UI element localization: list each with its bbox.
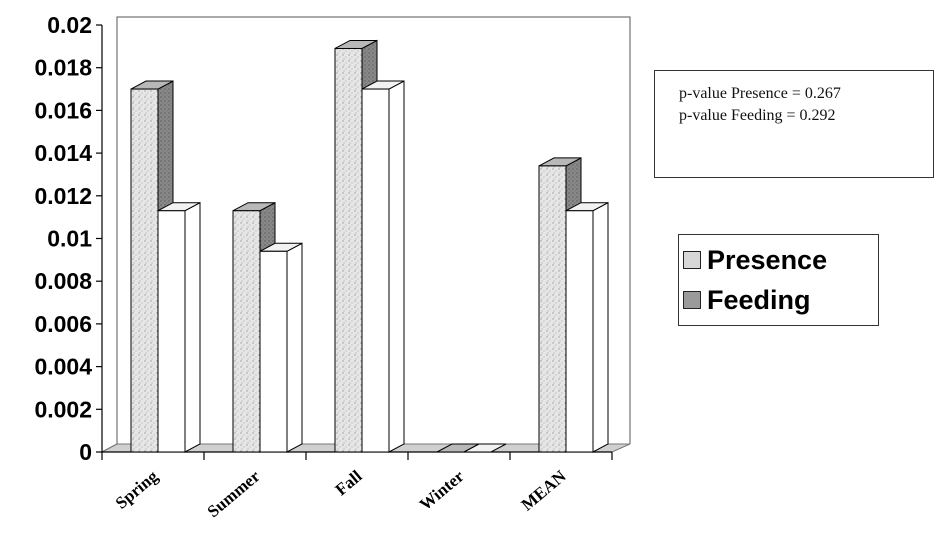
legend: Presence Feeding	[678, 234, 879, 326]
x-category-label: Summer	[204, 466, 264, 521]
y-tick-label: 0.006	[34, 311, 92, 337]
y-tick-label: 0.014	[34, 140, 92, 166]
legend-label-presence: Presence	[707, 244, 828, 275]
p-value-presence: p-value Presence = 0.267	[679, 85, 841, 102]
bar-feeding-winter	[463, 443, 507, 453]
y-tick-label: 0.002	[34, 396, 92, 422]
bar-feeding-fall	[361, 80, 405, 453]
p-value-feeding: p-value Feeding = 0.292	[679, 107, 836, 124]
bars	[130, 39, 609, 453]
legend-swatch-feeding	[683, 291, 701, 309]
legend-item-feeding: Feeding	[683, 280, 878, 320]
y-tick-label: 0.016	[34, 97, 92, 123]
y-tick-label: 0.01	[47, 226, 92, 252]
bar-feeding-spring	[157, 201, 201, 453]
y-tick-label: 0.018	[34, 55, 92, 81]
y-axis: 0 0.002 0.004 0.006 0.008 0.01 0.012 0.014 0.016…	[34, 12, 103, 465]
x-category-label: Winter	[416, 466, 468, 514]
y-tick-label: 0.004	[34, 354, 92, 380]
x-axis: Spring Summer Fall Winter MEAN	[101, 451, 613, 521]
y-tick-label: 0.012	[34, 183, 92, 209]
legend-item-presence: Presence	[683, 240, 878, 280]
bar-feeding-mean	[565, 201, 609, 453]
stats-annotation-box: p-value Presence = 0.267 p-value Feeding…	[654, 70, 934, 178]
y-tick-label: 0.02	[47, 12, 92, 38]
x-category-label: Fall	[332, 466, 366, 499]
legend-swatch-presence	[683, 251, 701, 269]
y-tick-label: 0	[79, 439, 92, 465]
y-tick-label: 0.008	[34, 268, 92, 294]
legend-label-feeding: Feeding	[707, 284, 811, 315]
x-category-label: MEAN	[518, 466, 571, 514]
x-category-label: Spring	[112, 466, 162, 512]
bar-feeding-summer	[259, 242, 303, 453]
